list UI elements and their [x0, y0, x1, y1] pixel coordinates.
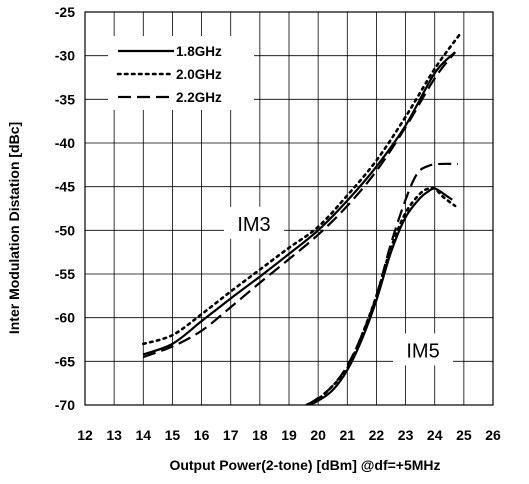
x-tick-label: 19 — [281, 427, 297, 443]
x-tick-label: 12 — [77, 427, 93, 443]
y-tick-label: -55 — [55, 266, 75, 282]
x-tick-label: 20 — [310, 427, 326, 443]
x-axis-title: Output Power(2-tone) [dBm] @df=+5MHz — [169, 457, 440, 473]
x-tick-label: 25 — [456, 427, 472, 443]
series-line-im3-1-8ghz — [142, 51, 456, 356]
y-tick-labels: -25 -30 -35 -40 -45 -50 -55 -60 -65 -70 — [55, 4, 75, 413]
y-axis-title: Inter Modulation Distation [dBc] — [6, 122, 22, 334]
annotation-im3: IM3 — [237, 214, 270, 236]
x-tick-label: 24 — [427, 427, 443, 443]
x-tick-label: 26 — [485, 427, 501, 443]
y-tick-label: -70 — [55, 397, 75, 413]
x-tick-label: 23 — [398, 427, 414, 443]
x-tick-labels: 12 13 14 15 16 17 18 19 20 21 22 23 24 25 26 — [77, 427, 501, 443]
x-tick-label: 18 — [252, 427, 268, 443]
x-tick-label: 13 — [106, 427, 122, 443]
x-tick-label: 17 — [223, 427, 239, 443]
plot-frame — [84, 11, 494, 406]
x-tick-label: 14 — [135, 427, 151, 443]
x-tick-label: 15 — [165, 427, 181, 443]
legend: 1.8GHz 2.0GHz 2.2GHz — [108, 36, 254, 110]
x-tick-label: 16 — [194, 427, 210, 443]
series-line-im3-2-0ghz — [141, 33, 461, 346]
y-tick-label: -65 — [55, 353, 75, 369]
series-line-im5-2-2ghz — [302, 162, 459, 405]
y-tick-label: -35 — [55, 91, 75, 107]
y-tick-label: -50 — [55, 222, 75, 238]
annotation-background — [393, 333, 454, 366]
legend-label: 1.8GHz — [176, 44, 222, 59]
annotation-background — [224, 206, 285, 239]
y-tick-label: -60 — [55, 310, 75, 326]
legend-label: 2.2GHz — [176, 90, 222, 105]
legend-label: 2.0GHz — [176, 67, 222, 82]
y-tick-label: -40 — [55, 135, 75, 151]
series-lines — [141, 33, 461, 405]
x-tick-label: 21 — [339, 427, 355, 443]
y-tick-label: -45 — [55, 179, 75, 195]
y-tick-label: -30 — [55, 48, 75, 64]
series-line-im3-2-2ghz — [142, 51, 456, 359]
series-line-im5-2-0ghz — [303, 186, 457, 405]
x-tick-label: 22 — [369, 427, 385, 443]
annotation-im5: IM5 — [406, 340, 439, 362]
y-tick-label: -25 — [55, 4, 75, 20]
